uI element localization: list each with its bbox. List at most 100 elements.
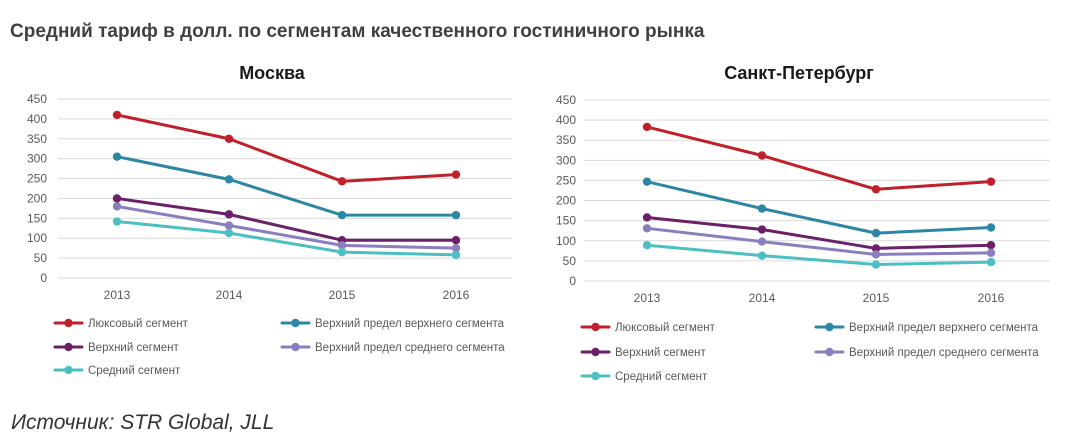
legend-marker — [64, 342, 73, 352]
data-point — [642, 122, 652, 132]
legend-marker — [291, 342, 300, 352]
data-point — [224, 210, 234, 219]
data-point — [986, 257, 996, 267]
series-line — [645, 215, 993, 250]
data-point — [337, 177, 347, 186]
legend-label: Верхний предел среднего сегмента — [849, 347, 1039, 359]
data-point — [451, 170, 461, 179]
x-tick-label: 2016 — [978, 291, 1005, 305]
y-tick-label: 250 — [27, 172, 47, 186]
data-point — [112, 194, 122, 203]
y-tick-label: 450 — [556, 93, 576, 107]
data-point — [224, 228, 234, 238]
data-point — [871, 260, 881, 269]
data-point — [451, 243, 461, 253]
y-tick-label: 50 — [34, 251, 48, 265]
y-tick-label: 400 — [556, 113, 576, 127]
y-tick-label: 100 — [27, 231, 47, 245]
chart-title: Москва — [239, 63, 306, 83]
legend-marker — [591, 347, 600, 357]
legend-label: Средний сегмент — [88, 365, 181, 377]
data-point — [451, 210, 461, 220]
data-point — [642, 241, 652, 250]
series-line — [115, 204, 458, 250]
legend-label: Верхний предел верхнего сегмента — [849, 322, 1039, 334]
data-point — [871, 250, 881, 259]
x-tick-label: 2013 — [634, 291, 661, 305]
x-tick-label: 2015 — [329, 288, 356, 302]
data-point — [986, 177, 996, 186]
legend-marker — [591, 371, 600, 381]
page-title: Средний тариф в долл. по сегментам качес… — [10, 21, 705, 42]
data-point — [642, 213, 652, 222]
data-point — [451, 236, 461, 245]
source-note: Источник: STR Global, JLL — [11, 411, 275, 434]
data-point — [112, 110, 122, 120]
y-tick-label: 400 — [27, 112, 47, 126]
data-point — [451, 250, 461, 260]
data-point — [986, 248, 996, 258]
legend-label: Верхний предел среднего сегмента — [315, 342, 505, 354]
chart-moscow: Москва 0 50 100 150 200 250 300 350 400 450 2013 201… — [27, 63, 512, 377]
y-tick-label: 350 — [556, 133, 576, 147]
legend-label: Верхний предел верхнего сегмента — [315, 318, 505, 330]
data-point — [224, 134, 234, 143]
data-point — [112, 217, 122, 226]
data-point — [757, 204, 767, 213]
legend-marker — [825, 347, 834, 357]
data-point — [337, 241, 347, 250]
series-line — [115, 220, 458, 257]
x-tick-label: 2016 — [443, 288, 470, 302]
data-point — [757, 237, 767, 246]
legend-label: Люксовый сегмент — [615, 322, 716, 334]
x-tick-label: 2014 — [749, 291, 776, 305]
data-point — [224, 221, 234, 230]
legend-marker — [64, 365, 73, 375]
series-line — [645, 125, 993, 191]
y-tick-label: 200 — [556, 194, 576, 208]
y-tick-label: 150 — [556, 214, 576, 228]
series-line — [645, 180, 993, 235]
y-tick-label: 300 — [556, 153, 576, 167]
data-point — [757, 151, 767, 160]
data-point — [986, 223, 996, 232]
data-point — [871, 228, 881, 238]
legend-label: Средний сегмент — [615, 371, 708, 383]
data-point — [757, 251, 767, 260]
data-point — [757, 225, 767, 234]
y-tick-label: 150 — [27, 211, 47, 225]
series-line — [115, 113, 458, 183]
x-tick-label: 2015 — [863, 291, 890, 305]
data-point — [871, 185, 881, 194]
data-point — [642, 177, 652, 186]
chart-title: Санкт-Петербург — [724, 63, 874, 83]
x-tick-label: 2013 — [104, 288, 131, 302]
legend-label: Люксовый сегмент — [88, 318, 189, 330]
data-point — [986, 241, 996, 250]
data-point — [112, 202, 122, 211]
legend-marker — [64, 318, 73, 328]
series-line — [115, 155, 458, 217]
series-line — [645, 226, 993, 256]
y-tick-label: 300 — [27, 152, 47, 166]
data-point — [224, 175, 234, 184]
data-point — [871, 244, 881, 253]
data-point — [337, 210, 347, 220]
y-tick-label: 250 — [556, 173, 576, 187]
y-tick-label: 200 — [27, 191, 47, 205]
series-line — [115, 196, 458, 242]
legend-label: Верхний сегмент — [88, 342, 179, 354]
y-tick-label: 0 — [569, 274, 576, 288]
legend-marker — [591, 322, 600, 332]
chart-saint-petersburg: Санкт-Петербург 0 50 100 150 200 250 300 350 400 4… — [556, 63, 1050, 383]
legend-marker — [825, 322, 834, 332]
legend-label: Верхний сегмент — [615, 347, 706, 359]
data-point — [337, 247, 347, 257]
y-tick-label: 50 — [563, 254, 577, 268]
data-point — [112, 152, 122, 161]
legend-marker — [291, 318, 300, 328]
x-tick-label: 2014 — [216, 288, 243, 302]
y-tick-label: 350 — [27, 132, 47, 146]
series-line — [645, 243, 993, 267]
y-tick-label: 450 — [27, 92, 47, 106]
